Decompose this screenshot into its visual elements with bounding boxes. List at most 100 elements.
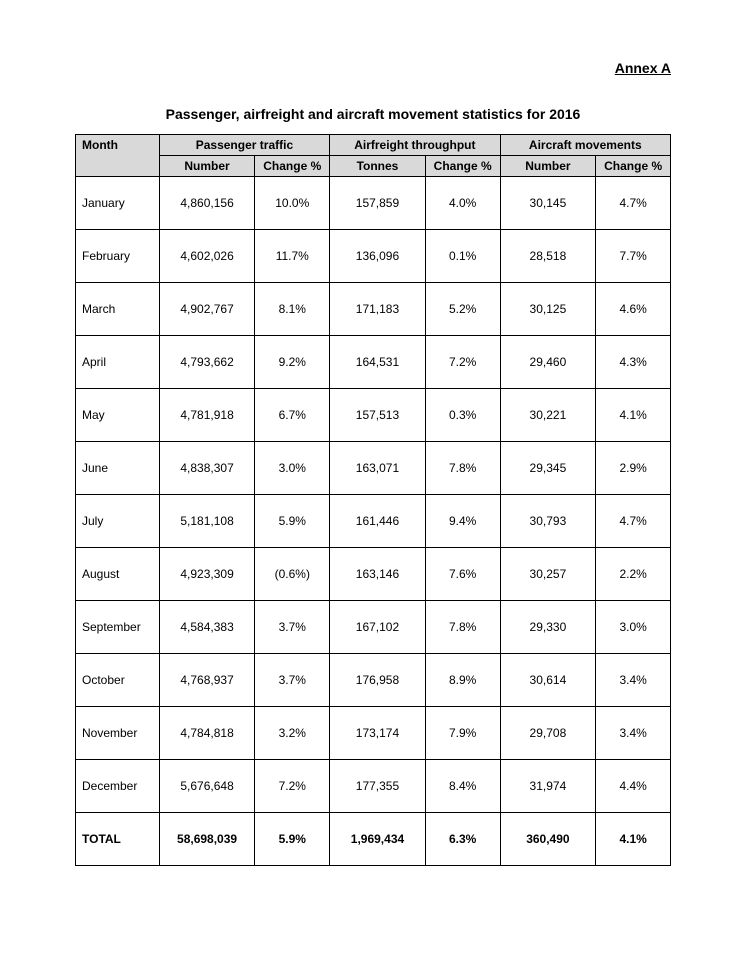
subheader-mov-change: Change %	[596, 156, 671, 177]
subheader-frt-tonnes: Tonnes	[330, 156, 426, 177]
annex-label: Annex A	[75, 60, 671, 76]
cell-month: February	[76, 230, 160, 283]
cell-pax_num: 4,768,937	[159, 654, 255, 707]
cell-total-frt_chg: 6.3%	[425, 813, 500, 866]
cell-total-mov_num: 360,490	[500, 813, 596, 866]
cell-frt_num: 171,183	[330, 283, 426, 336]
cell-frt_num: 164,531	[330, 336, 426, 389]
table-row: November4,784,8183.2%173,1747.9%29,7083.…	[76, 707, 671, 760]
cell-total-frt_num: 1,969,434	[330, 813, 426, 866]
table-row: September4,584,3833.7%167,1027.8%29,3303…	[76, 601, 671, 654]
cell-mov_chg: 4.4%	[596, 760, 671, 813]
cell-frt_num: 136,096	[330, 230, 426, 283]
cell-pax_num: 5,676,648	[159, 760, 255, 813]
cell-frt_num: 163,071	[330, 442, 426, 495]
table-row: March4,902,7678.1%171,1835.2%30,1254.6%	[76, 283, 671, 336]
cell-pax_num: 4,602,026	[159, 230, 255, 283]
cell-pax_chg: 10.0%	[255, 177, 330, 230]
stats-table: Month Passenger traffic Airfreight throu…	[75, 134, 671, 866]
table-row: December5,676,6487.2%177,3558.4%31,9744.…	[76, 760, 671, 813]
cell-mov_chg: 4.7%	[596, 495, 671, 548]
cell-mov_num: 30,145	[500, 177, 596, 230]
cell-pax_chg: 3.7%	[255, 601, 330, 654]
cell-frt_chg: 0.1%	[425, 230, 500, 283]
cell-mov_chg: 3.4%	[596, 654, 671, 707]
table-row: February4,602,02611.7%136,0960.1%28,5187…	[76, 230, 671, 283]
cell-frt_chg: 7.9%	[425, 707, 500, 760]
cell-pax_num: 4,902,767	[159, 283, 255, 336]
subheader-pax-change: Change %	[255, 156, 330, 177]
cell-month: October	[76, 654, 160, 707]
table-row: January4,860,15610.0%157,8594.0%30,1454.…	[76, 177, 671, 230]
cell-pax_chg: 5.9%	[255, 495, 330, 548]
subheader-mov-number: Number	[500, 156, 596, 177]
cell-mov_chg: 4.1%	[596, 389, 671, 442]
cell-mov_num: 29,708	[500, 707, 596, 760]
table-row: April4,793,6629.2%164,5317.2%29,4604.3%	[76, 336, 671, 389]
cell-frt_chg: 8.9%	[425, 654, 500, 707]
table-row: May4,781,9186.7%157,5130.3%30,2214.1%	[76, 389, 671, 442]
cell-month: March	[76, 283, 160, 336]
cell-frt_chg: 9.4%	[425, 495, 500, 548]
table-header: Month Passenger traffic Airfreight throu…	[76, 135, 671, 177]
cell-mov_chg: 3.0%	[596, 601, 671, 654]
cell-pax_chg: (0.6%)	[255, 548, 330, 601]
subheader-frt-change: Change %	[425, 156, 500, 177]
cell-frt_num: 161,446	[330, 495, 426, 548]
cell-total-pax_num: 58,698,039	[159, 813, 255, 866]
table-row: October4,768,9373.7%176,9588.9%30,6143.4…	[76, 654, 671, 707]
cell-frt_num: 167,102	[330, 601, 426, 654]
cell-pax_chg: 7.2%	[255, 760, 330, 813]
cell-month: April	[76, 336, 160, 389]
cell-mov_chg: 2.9%	[596, 442, 671, 495]
cell-pax_num: 5,181,108	[159, 495, 255, 548]
cell-month: August	[76, 548, 160, 601]
cell-pax_num: 4,838,307	[159, 442, 255, 495]
cell-mov_num: 30,257	[500, 548, 596, 601]
page-title: Passenger, airfreight and aircraft movem…	[75, 106, 671, 122]
table-row: July5,181,1085.9%161,4469.4%30,7934.7%	[76, 495, 671, 548]
cell-frt_chg: 7.8%	[425, 442, 500, 495]
cell-pax_num: 4,860,156	[159, 177, 255, 230]
cell-total-label: TOTAL	[76, 813, 160, 866]
cell-mov_chg: 7.7%	[596, 230, 671, 283]
cell-frt_num: 157,513	[330, 389, 426, 442]
cell-mov_chg: 2.2%	[596, 548, 671, 601]
cell-mov_num: 28,518	[500, 230, 596, 283]
cell-pax_chg: 8.1%	[255, 283, 330, 336]
cell-frt_chg: 7.8%	[425, 601, 500, 654]
cell-month: December	[76, 760, 160, 813]
cell-pax_num: 4,781,918	[159, 389, 255, 442]
cell-pax_chg: 11.7%	[255, 230, 330, 283]
col-passenger-header: Passenger traffic	[159, 135, 329, 156]
cell-mov_num: 30,221	[500, 389, 596, 442]
table-body: January4,860,15610.0%157,8594.0%30,1454.…	[76, 177, 671, 866]
cell-frt_chg: 5.2%	[425, 283, 500, 336]
cell-pax_chg: 3.0%	[255, 442, 330, 495]
cell-frt_num: 176,958	[330, 654, 426, 707]
subheader-pax-number: Number	[159, 156, 255, 177]
cell-frt_num: 177,355	[330, 760, 426, 813]
cell-frt_chg: 0.3%	[425, 389, 500, 442]
cell-pax_chg: 3.7%	[255, 654, 330, 707]
col-aircraft-header: Aircraft movements	[500, 135, 670, 156]
cell-frt_chg: 4.0%	[425, 177, 500, 230]
cell-mov_chg: 4.6%	[596, 283, 671, 336]
cell-mov_chg: 4.7%	[596, 177, 671, 230]
cell-frt_num: 173,174	[330, 707, 426, 760]
cell-month: September	[76, 601, 160, 654]
cell-frt_chg: 8.4%	[425, 760, 500, 813]
cell-frt_num: 163,146	[330, 548, 426, 601]
cell-total-mov_chg: 4.1%	[596, 813, 671, 866]
cell-pax_num: 4,793,662	[159, 336, 255, 389]
cell-pax_num: 4,784,818	[159, 707, 255, 760]
cell-frt_chg: 7.6%	[425, 548, 500, 601]
col-month-header: Month	[76, 135, 160, 177]
page: Annex A Passenger, airfreight and aircra…	[0, 0, 746, 906]
cell-pax_chg: 3.2%	[255, 707, 330, 760]
cell-mov_num: 30,793	[500, 495, 596, 548]
cell-mov_num: 29,330	[500, 601, 596, 654]
cell-mov_num: 30,125	[500, 283, 596, 336]
cell-mov_chg: 3.4%	[596, 707, 671, 760]
cell-month: May	[76, 389, 160, 442]
